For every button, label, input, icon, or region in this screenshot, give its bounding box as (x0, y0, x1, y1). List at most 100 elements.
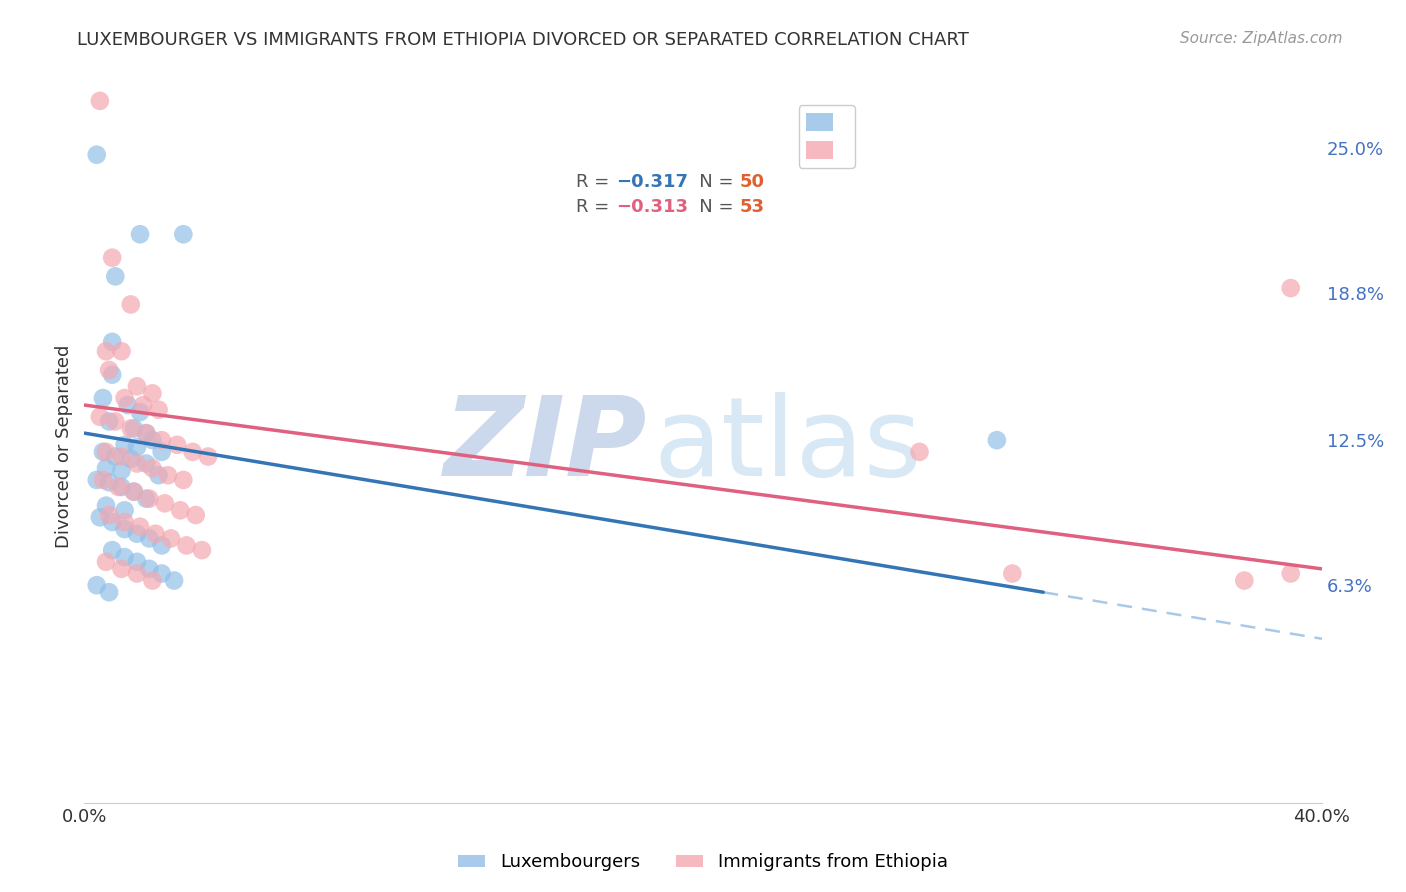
Point (166, 438, 188, 452)
Point (132, 398, 155, 412)
Point (114, 515, 136, 529)
Point (122, 484, 145, 499)
Point (91, 473, 114, 487)
Point (89, 510, 111, 524)
Point (1233, 574, 1256, 588)
Point (120, 421, 142, 435)
Point (1279, 281, 1302, 295)
Point (98, 585, 121, 599)
Point (153, 496, 176, 510)
Point (1001, 566, 1024, 581)
Point (125, 379, 148, 393)
Y-axis label: Divorced or Separated: Divorced or Separated (55, 344, 73, 548)
Point (129, 405, 152, 419)
Point (114, 550, 136, 565)
Point (135, 491, 157, 506)
Point (150, 433, 173, 447)
Point (138, 491, 160, 506)
Point (91, 445, 114, 459)
Point (191, 543, 214, 558)
Point (104, 269, 127, 284)
Point (101, 543, 124, 558)
Point (94, 499, 117, 513)
Point (138, 532, 160, 546)
Point (135, 457, 157, 471)
Point (148, 402, 170, 417)
Point (104, 414, 127, 428)
Point (101, 368, 124, 382)
Point (141, 386, 163, 401)
Text: Source: ZipAtlas.com: Source: ZipAtlas.com (1180, 31, 1343, 46)
Point (160, 532, 183, 546)
Point (172, 227, 194, 242)
Point (141, 574, 163, 588)
Point (120, 451, 142, 466)
Point (125, 566, 148, 581)
Text: LUXEMBOURGER VS IMMIGRANTS FROM ETHIOPIA DIVORCED OR SEPARATED CORRELATION CHART: LUXEMBOURGER VS IMMIGRANTS FROM ETHIOPIA… (77, 31, 969, 49)
Point (110, 464, 132, 478)
Point (91, 391, 114, 405)
Point (125, 526, 148, 541)
Text: N =: N = (682, 198, 740, 216)
Point (150, 445, 173, 459)
Point (148, 468, 170, 483)
Point (120, 297, 142, 311)
Point (122, 421, 145, 435)
Text: −0.317: −0.317 (616, 173, 689, 191)
Point (172, 473, 194, 487)
Point (114, 391, 136, 405)
Point (129, 227, 152, 242)
Point (145, 526, 167, 541)
Text: ZIP: ZIP (444, 392, 647, 500)
Point (908, 445, 931, 459)
Point (141, 461, 163, 475)
Point (125, 440, 148, 454)
Point (94, 555, 117, 569)
Point (125, 555, 148, 569)
Point (122, 484, 145, 499)
Legend: Luxembourgers, Immigrants from Ethiopia: Luxembourgers, Immigrants from Ethiopia (451, 847, 955, 879)
Point (98, 363, 121, 377)
Point (101, 515, 124, 529)
Point (181, 445, 204, 459)
Point (101, 251, 124, 265)
Point (197, 450, 219, 464)
Point (86, 473, 108, 487)
Point (163, 574, 186, 588)
Point (98, 475, 121, 490)
Point (94, 461, 117, 475)
Point (1279, 566, 1302, 581)
Point (114, 522, 136, 536)
Point (110, 562, 132, 576)
Point (110, 480, 132, 494)
Text: 53: 53 (740, 198, 765, 216)
Point (135, 426, 157, 441)
Point (104, 450, 127, 464)
Point (98, 508, 121, 522)
Point (150, 566, 173, 581)
Point (94, 344, 117, 359)
Point (114, 438, 136, 452)
Text: N =: N = (682, 173, 740, 191)
Point (89, 94, 111, 108)
Point (86, 147, 108, 161)
Point (98, 414, 121, 428)
Text: −0.313: −0.313 (616, 198, 689, 216)
Point (184, 508, 207, 522)
Point (114, 503, 136, 517)
Legend: , : , (799, 105, 855, 168)
Point (129, 519, 152, 533)
Point (138, 562, 160, 576)
Text: R =: R = (575, 173, 614, 191)
Text: R =: R = (575, 198, 614, 216)
Point (110, 344, 132, 359)
Point (169, 503, 191, 517)
Point (107, 480, 129, 494)
Point (1403, 538, 1406, 552)
Point (101, 334, 124, 349)
Point (110, 450, 132, 464)
Point (89, 409, 111, 424)
Point (117, 398, 139, 412)
Point (986, 433, 1008, 447)
Point (156, 468, 179, 483)
